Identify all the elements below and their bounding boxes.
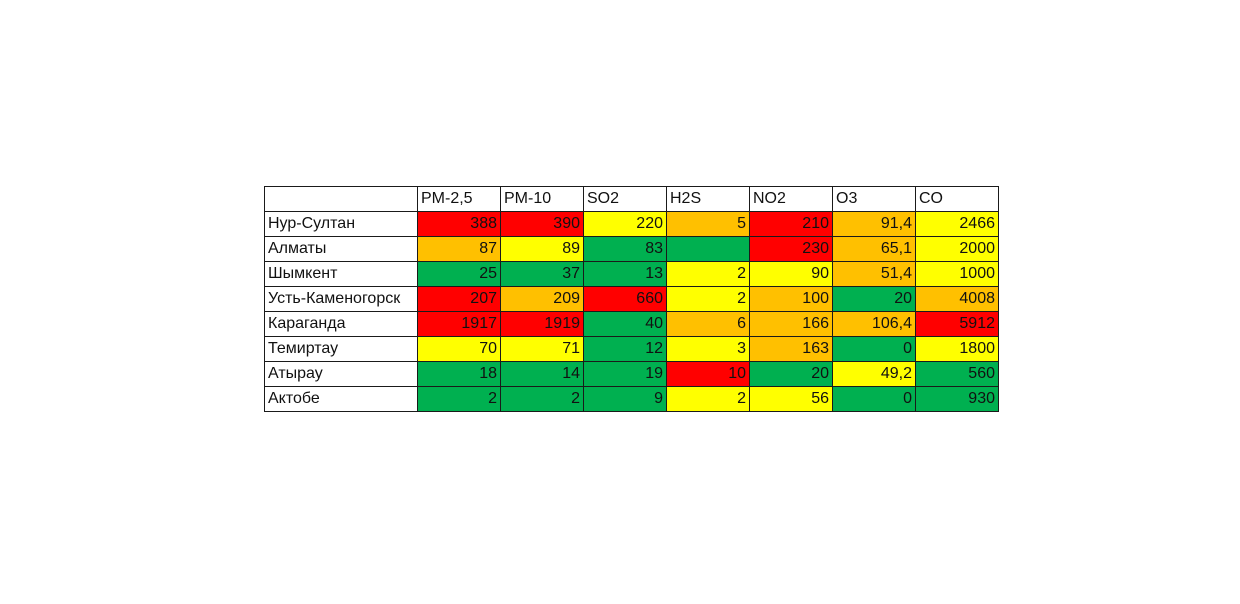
value-cell-no2: 20 (749, 361, 833, 387)
value-cell-pm10: 2 (500, 386, 584, 412)
value-cell-co: 1000 (915, 261, 999, 287)
value-cell-no2: 210 (749, 211, 833, 237)
value-cell-pm25: 18 (417, 361, 501, 387)
value-cell-pm25: 1917 (417, 311, 501, 337)
value-cell-pm10: 89 (500, 236, 584, 262)
table-row: Актобе 2 2 9 2 56 0 930 (264, 386, 999, 412)
value-cell-h2s: 3 (666, 336, 750, 362)
value-cell-so2: 13 (583, 261, 667, 287)
table-row: Караганда 1917 1919 40 6 166 106,4 5912 (264, 311, 999, 337)
value-cell-h2s: 2 (666, 261, 750, 287)
value-cell-co: 4008 (915, 286, 999, 312)
header-no2: NO2 (749, 186, 833, 212)
value-cell-o3: 91,4 (832, 211, 916, 237)
value-cell-co: 5912 (915, 311, 999, 337)
value-cell-so2: 660 (583, 286, 667, 312)
value-cell-co: 930 (915, 386, 999, 412)
header-pm25: PM-2,5 (417, 186, 501, 212)
value-cell-pm25: 70 (417, 336, 501, 362)
value-cell-pm10: 390 (500, 211, 584, 237)
value-cell-h2s: 2 (666, 286, 750, 312)
table-row: Нур-Султан 388 390 220 5 210 91,4 2466 (264, 211, 999, 237)
value-cell-so2: 12 (583, 336, 667, 362)
value-cell-h2s: 6 (666, 311, 750, 337)
table-body: PM-2,5 PM-10 SO2 H2S NO2 O3 CO Нур-Султа… (264, 186, 999, 412)
value-cell-co: 560 (915, 361, 999, 387)
header-so2: SO2 (583, 186, 667, 212)
value-cell-pm10: 14 (500, 361, 584, 387)
value-cell-pm25: 207 (417, 286, 501, 312)
value-cell-so2: 19 (583, 361, 667, 387)
value-cell-co: 1800 (915, 336, 999, 362)
value-cell-o3: 106,4 (832, 311, 916, 337)
city-name-cell: Алматы (264, 236, 418, 262)
value-cell-no2: 230 (749, 236, 833, 262)
header-co: CO (915, 186, 999, 212)
value-cell-so2: 40 (583, 311, 667, 337)
value-cell-pm25: 388 (417, 211, 501, 237)
city-name-cell: Атырау (264, 361, 418, 387)
value-cell-pm10: 71 (500, 336, 584, 362)
city-name-cell: Темиртау (264, 336, 418, 362)
value-cell-h2s: 2 (666, 386, 750, 412)
value-cell-pm25: 87 (417, 236, 501, 262)
value-cell-co: 2466 (915, 211, 999, 237)
value-cell-o3: 51,4 (832, 261, 916, 287)
table-row: Алматы 87 89 83 230 65,1 2000 (264, 236, 999, 262)
city-name-cell: Усть-Каменогорск (264, 286, 418, 312)
value-cell-co: 2000 (915, 236, 999, 262)
city-name-cell: Шымкент (264, 261, 418, 287)
value-cell-no2: 163 (749, 336, 833, 362)
value-cell-pm10: 1919 (500, 311, 584, 337)
value-cell-pm10: 209 (500, 286, 584, 312)
value-cell-o3: 0 (832, 336, 916, 362)
value-cell-h2s: 10 (666, 361, 750, 387)
value-cell-so2: 9 (583, 386, 667, 412)
value-cell-o3: 0 (832, 386, 916, 412)
value-cell-so2: 83 (583, 236, 667, 262)
table-row: Темиртау 70 71 12 3 163 0 1800 (264, 336, 999, 362)
header-o3: O3 (832, 186, 916, 212)
value-cell-pm25: 25 (417, 261, 501, 287)
table-row: Шымкент 25 37 13 2 90 51,4 1000 (264, 261, 999, 287)
value-cell-h2s: 5 (666, 211, 750, 237)
value-cell-pm10: 37 (500, 261, 584, 287)
value-cell-so2: 220 (583, 211, 667, 237)
city-name-cell: Караганда (264, 311, 418, 337)
value-cell-pm25: 2 (417, 386, 501, 412)
pollution-table: PM-2,5 PM-10 SO2 H2S NO2 O3 CO Нур-Султа… (264, 186, 999, 412)
value-cell-o3: 65,1 (832, 236, 916, 262)
header-pm10: PM-10 (500, 186, 584, 212)
table-row: Атырау 18 14 19 10 20 49,2 560 (264, 361, 999, 387)
value-cell-no2: 100 (749, 286, 833, 312)
value-cell-no2: 166 (749, 311, 833, 337)
value-cell-o3: 49,2 (832, 361, 916, 387)
header-row: PM-2,5 PM-10 SO2 H2S NO2 O3 CO (264, 186, 999, 212)
value-cell-o3: 20 (832, 286, 916, 312)
value-cell-h2s (666, 236, 750, 262)
city-name-cell: Нур-Султан (264, 211, 418, 237)
table-row: Усть-Каменогорск 207 209 660 2 100 20 4008 (264, 286, 999, 312)
value-cell-no2: 56 (749, 386, 833, 412)
city-name-cell: Актобе (264, 386, 418, 412)
corner-cell (264, 186, 418, 212)
value-cell-no2: 90 (749, 261, 833, 287)
header-h2s: H2S (666, 186, 750, 212)
